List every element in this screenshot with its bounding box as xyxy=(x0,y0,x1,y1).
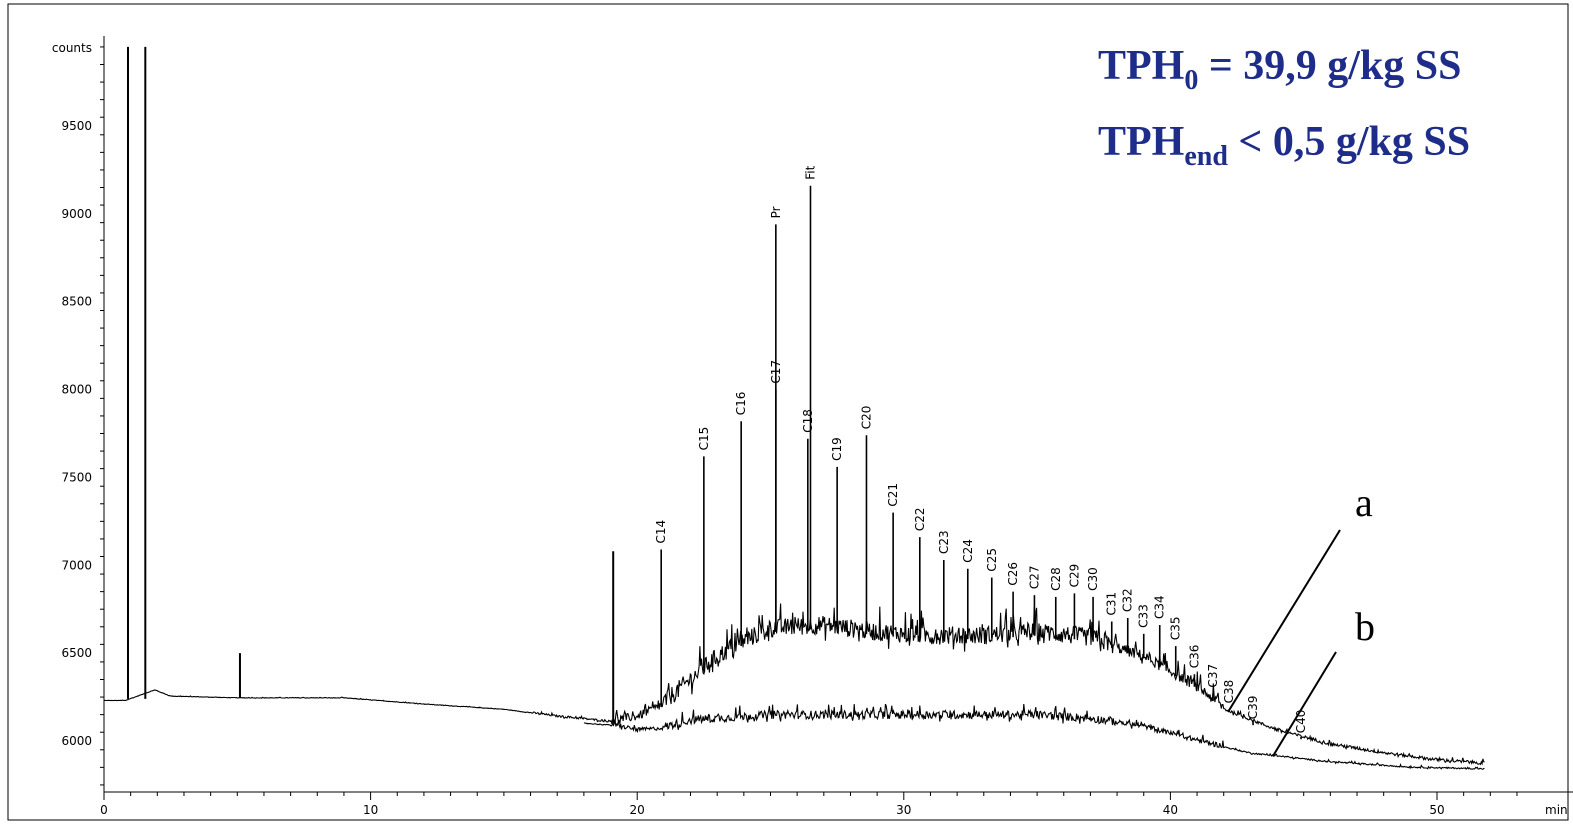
peak-label-c30: C30 xyxy=(1086,567,1100,591)
trace-a-line xyxy=(104,603,1485,766)
x-axis-label: min xyxy=(1545,803,1568,817)
peak-label-c36: C36 xyxy=(1187,645,1201,669)
peak-label-c37: C37 xyxy=(1206,664,1220,688)
peak-label-c33: C33 xyxy=(1137,604,1151,628)
y-tick-label: 6000 xyxy=(61,734,92,748)
x-tick-label: 0 xyxy=(100,803,108,817)
peak-label-c27: C27 xyxy=(1027,566,1041,590)
trace-b-line xyxy=(583,703,1485,770)
peak-label-c35: C35 xyxy=(1169,616,1183,640)
y-tick-label: 8500 xyxy=(61,295,92,309)
y-tick-label: 8000 xyxy=(61,383,92,397)
peak-label-c22: C22 xyxy=(913,508,927,532)
x-tick-label: 10 xyxy=(363,803,378,817)
peak-label-fit: Fit xyxy=(803,165,817,179)
y-tick-label: 7500 xyxy=(61,470,92,484)
trace-a-label: a xyxy=(1355,480,1373,525)
trace-b-pointer xyxy=(1272,651,1337,757)
y-tick-label: 9500 xyxy=(61,119,92,133)
peak-label-c28: C28 xyxy=(1049,567,1063,591)
peak-label-c40: C40 xyxy=(1294,710,1308,734)
tph-end-value: < 0,5 g/kg SS xyxy=(1227,119,1471,165)
y-axis-label: counts xyxy=(52,41,92,55)
x-tick-label: 50 xyxy=(1429,803,1444,817)
peak-label-c24: C24 xyxy=(961,539,975,563)
tph-initial-annotation: TPH0 = 39,9 g/kg SS xyxy=(1098,42,1462,97)
x-tick-label: 30 xyxy=(896,803,911,817)
peak-label-c25: C25 xyxy=(985,548,999,572)
peak-label-c31: C31 xyxy=(1105,592,1119,616)
peak-label-c29: C29 xyxy=(1067,564,1081,588)
chart-frame xyxy=(7,3,1569,821)
peak-label-c26: C26 xyxy=(1006,562,1020,586)
y-tick-label: 6500 xyxy=(61,646,92,660)
peak-label-c20: C20 xyxy=(859,406,873,430)
peak-label-c18: C18 xyxy=(801,409,815,433)
peak-label-pr: Pr xyxy=(769,206,783,218)
y-tick-label: 7000 xyxy=(61,558,92,572)
tph-end-annotation: TPHend < 0,5 g/kg SS xyxy=(1098,118,1470,173)
trace-b-label: b xyxy=(1355,604,1375,649)
tph-initial-sub: 0 xyxy=(1184,65,1199,96)
y-tick-label: 9000 xyxy=(61,207,92,221)
peak-label-c15: C15 xyxy=(697,427,711,451)
peak-label-c34: C34 xyxy=(1153,595,1167,619)
peak-label-c38: C38 xyxy=(1222,680,1236,704)
tph-initial-main: TPH xyxy=(1098,43,1185,89)
peak-label-c16: C16 xyxy=(734,392,748,416)
x-tick-label: 40 xyxy=(1163,803,1178,817)
x-tick-label: 20 xyxy=(630,803,645,817)
peak-label-c21: C21 xyxy=(886,483,900,507)
peak-label-c19: C19 xyxy=(830,437,844,461)
tph-initial-value: = 39,9 g/kg SS xyxy=(1198,43,1462,89)
tph-end-sub: end xyxy=(1184,141,1228,172)
trace-a-pointer xyxy=(1227,529,1341,713)
peak-label-c14: C14 xyxy=(654,520,668,544)
tph-end-main: TPH xyxy=(1098,119,1185,165)
peak-label-c39: C39 xyxy=(1246,696,1260,720)
peak-label-c23: C23 xyxy=(937,530,951,554)
peak-label-c32: C32 xyxy=(1121,588,1135,612)
